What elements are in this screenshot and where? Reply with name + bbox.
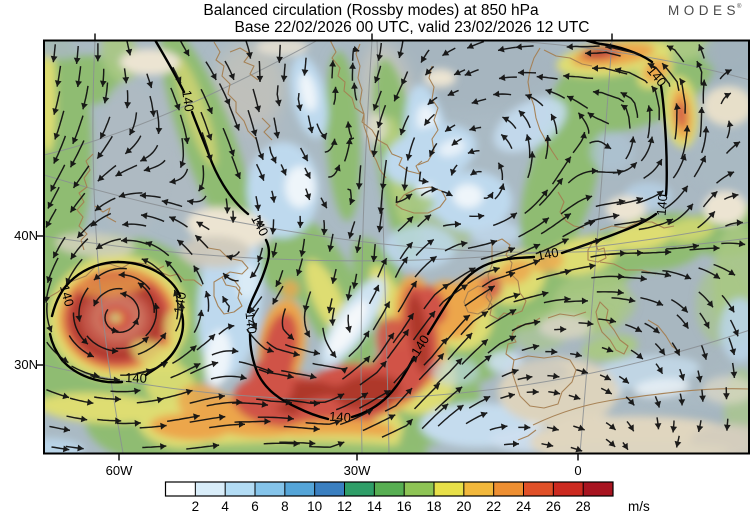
svg-text:®: ® xyxy=(737,3,742,10)
svg-text:14: 14 xyxy=(367,499,383,514)
svg-text:140: 140 xyxy=(171,291,190,315)
svg-text:140: 140 xyxy=(57,283,77,308)
svg-text:30W: 30W xyxy=(344,463,371,478)
svg-text:Balanced circulation (Rossby m: Balanced circulation (Rossby modes) at 8… xyxy=(203,2,539,19)
svg-text:40N: 40N xyxy=(14,228,38,243)
svg-text:140: 140 xyxy=(654,193,671,216)
svg-text:140: 140 xyxy=(179,89,197,113)
svg-text:18: 18 xyxy=(426,499,441,514)
svg-text:28: 28 xyxy=(576,499,591,514)
svg-text:22: 22 xyxy=(486,499,501,514)
svg-text:MODES: MODES xyxy=(668,3,740,18)
svg-text:20: 20 xyxy=(456,499,471,514)
svg-text:140: 140 xyxy=(536,245,560,264)
svg-text:60W: 60W xyxy=(106,463,133,478)
svg-text:0: 0 xyxy=(574,463,581,478)
svg-text:Base 22/02/2026 00 UTC, valid: Base 22/02/2026 00 UTC, valid 23/02/2026… xyxy=(234,19,589,36)
svg-text:26: 26 xyxy=(546,499,561,514)
svg-text:16: 16 xyxy=(397,499,412,514)
svg-text:4: 4 xyxy=(221,499,229,514)
svg-text:10: 10 xyxy=(307,499,322,514)
svg-text:12: 12 xyxy=(337,499,352,514)
svg-text:30N: 30N xyxy=(14,357,38,372)
svg-text:2: 2 xyxy=(192,499,200,514)
svg-text:140: 140 xyxy=(329,409,352,425)
svg-text:m/s: m/s xyxy=(628,499,650,514)
svg-text:24: 24 xyxy=(516,499,532,514)
svg-text:140: 140 xyxy=(242,311,259,334)
svg-text:6: 6 xyxy=(251,499,259,514)
svg-text:8: 8 xyxy=(281,499,289,514)
